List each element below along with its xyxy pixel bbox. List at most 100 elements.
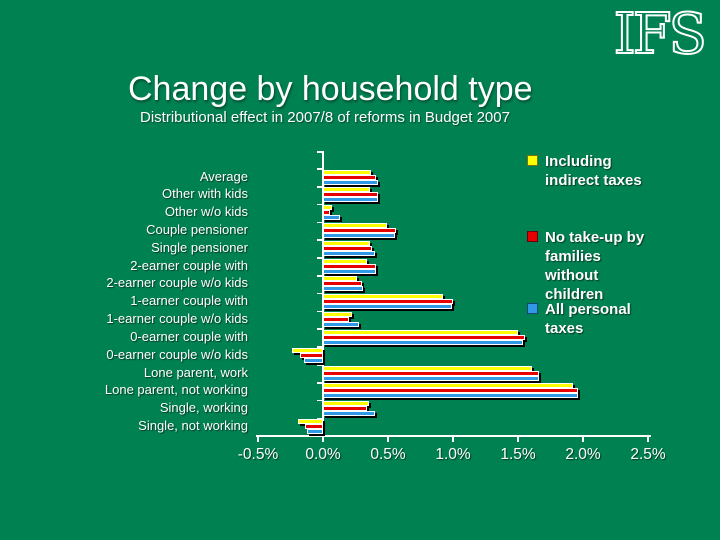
x-axis-tick-label: -0.5% xyxy=(237,446,279,464)
category-label: Couple pensioner xyxy=(146,221,248,237)
bar-red xyxy=(323,388,578,394)
y-axis-tick xyxy=(317,185,323,188)
bar-yellow xyxy=(323,294,443,300)
bar-blue xyxy=(323,411,375,417)
category-label: Single pensioner xyxy=(151,239,248,255)
x-axis-tick xyxy=(647,435,649,443)
x-axis-tick xyxy=(582,435,584,443)
bar-red xyxy=(323,174,377,180)
bar-blue xyxy=(303,357,323,363)
category-label: 1-earner couple w/o kids xyxy=(106,311,248,327)
y-axis-tick xyxy=(317,275,323,277)
bar-red xyxy=(323,245,373,251)
bar-yellow xyxy=(291,347,323,353)
category-label: Average xyxy=(199,168,248,184)
bar-yellow xyxy=(323,312,352,318)
bar-red xyxy=(323,227,396,233)
category-label: 2-earner couple with xyxy=(130,257,248,273)
category-label: Single, not working xyxy=(138,417,248,433)
bar-red xyxy=(323,299,453,305)
bar-red xyxy=(323,192,378,198)
y-axis-tick xyxy=(317,364,323,366)
y-axis-tick xyxy=(317,168,323,170)
y-axis-tick xyxy=(317,203,323,206)
bar-yellow xyxy=(323,187,370,193)
bar-yellow xyxy=(323,222,387,228)
y-axis-tick xyxy=(317,381,323,384)
legend-swatch-icon xyxy=(527,155,538,166)
y-axis-tick xyxy=(317,292,323,295)
bar-red xyxy=(323,263,377,269)
x-axis-tick xyxy=(452,435,454,443)
bar-yellow xyxy=(323,240,370,246)
bar-red xyxy=(323,406,368,412)
bar-red xyxy=(323,210,330,216)
legend-entry: All personal taxes xyxy=(527,300,651,338)
y-axis-tick xyxy=(317,399,323,402)
bar-blue xyxy=(323,250,375,256)
x-axis-tick xyxy=(387,435,389,443)
bar-red xyxy=(304,423,323,429)
bar-red xyxy=(299,352,323,358)
bar-red xyxy=(323,317,349,323)
slide-title: Change by household type xyxy=(128,70,533,108)
ifs-logo: IFS xyxy=(613,1,708,68)
x-axis-tick xyxy=(257,435,259,443)
bar-yellow xyxy=(323,169,372,175)
y-axis-line xyxy=(322,151,324,437)
bar-blue xyxy=(323,322,360,328)
bar-yellow xyxy=(323,329,518,335)
category-label: Other with kids xyxy=(162,186,248,202)
bar-blue xyxy=(323,179,378,185)
bar-blue xyxy=(323,215,340,221)
category-label: Lone parent, work xyxy=(143,364,248,380)
bar-red xyxy=(323,281,362,287)
y-axis-tick xyxy=(317,221,323,224)
category-label: Lone parent, not working xyxy=(104,382,248,398)
y-axis-tick xyxy=(317,328,323,331)
y-axis-tick xyxy=(317,417,323,420)
bar-yellow xyxy=(323,365,533,371)
x-axis-tick-label: 0.0% xyxy=(305,446,341,464)
x-axis-tick-label: 1.0% xyxy=(435,446,471,464)
bar-blue xyxy=(323,339,524,345)
bar-yellow xyxy=(323,383,573,389)
bar-blue xyxy=(307,428,323,434)
legend-entry: No take-up by families without children xyxy=(527,228,651,304)
x-axis-tick-label: 2.5% xyxy=(630,446,666,464)
category-label: 2-earner couple w/o kids xyxy=(106,275,248,291)
category-label: Single, working xyxy=(159,400,248,416)
legend-label: Including indirect taxes xyxy=(545,153,642,189)
y-axis-tick xyxy=(317,346,323,348)
bar-yellow xyxy=(298,418,323,424)
x-axis-tick-label: 1.5% xyxy=(500,446,536,464)
bar-blue xyxy=(323,393,578,399)
slide-subtitle: Distributional effect in 2007/8 of refor… xyxy=(140,109,510,126)
bar-blue xyxy=(323,375,539,381)
y-axis-tick xyxy=(317,257,323,259)
x-axis-tick-label: 0.5% xyxy=(370,446,406,464)
y-axis-tick xyxy=(317,310,323,313)
legend-label: All personal taxes xyxy=(545,301,631,337)
bar-yellow xyxy=(323,276,357,282)
legend-swatch-icon xyxy=(527,303,538,314)
legend-label: No take-up by families without children xyxy=(545,229,645,303)
bar-blue xyxy=(323,304,452,310)
bar-blue xyxy=(323,268,377,274)
bar-yellow xyxy=(323,401,369,407)
category-label: 0-earner couple with xyxy=(130,328,248,344)
bar-blue xyxy=(323,286,364,292)
y-axis-tick xyxy=(317,239,323,241)
category-label: 0-earner couple w/o kids xyxy=(106,346,248,362)
bar-yellow xyxy=(323,205,333,211)
legend-entry: Including indirect taxes xyxy=(527,152,651,190)
x-axis-tick xyxy=(322,435,324,443)
category-label: Other w/o kids xyxy=(164,204,248,220)
bar-blue xyxy=(323,232,395,238)
bar-blue xyxy=(323,197,378,203)
legend-swatch-icon xyxy=(527,231,538,242)
bar-yellow xyxy=(323,258,368,264)
bar-red xyxy=(323,334,525,340)
y-axis-tick xyxy=(317,151,323,153)
